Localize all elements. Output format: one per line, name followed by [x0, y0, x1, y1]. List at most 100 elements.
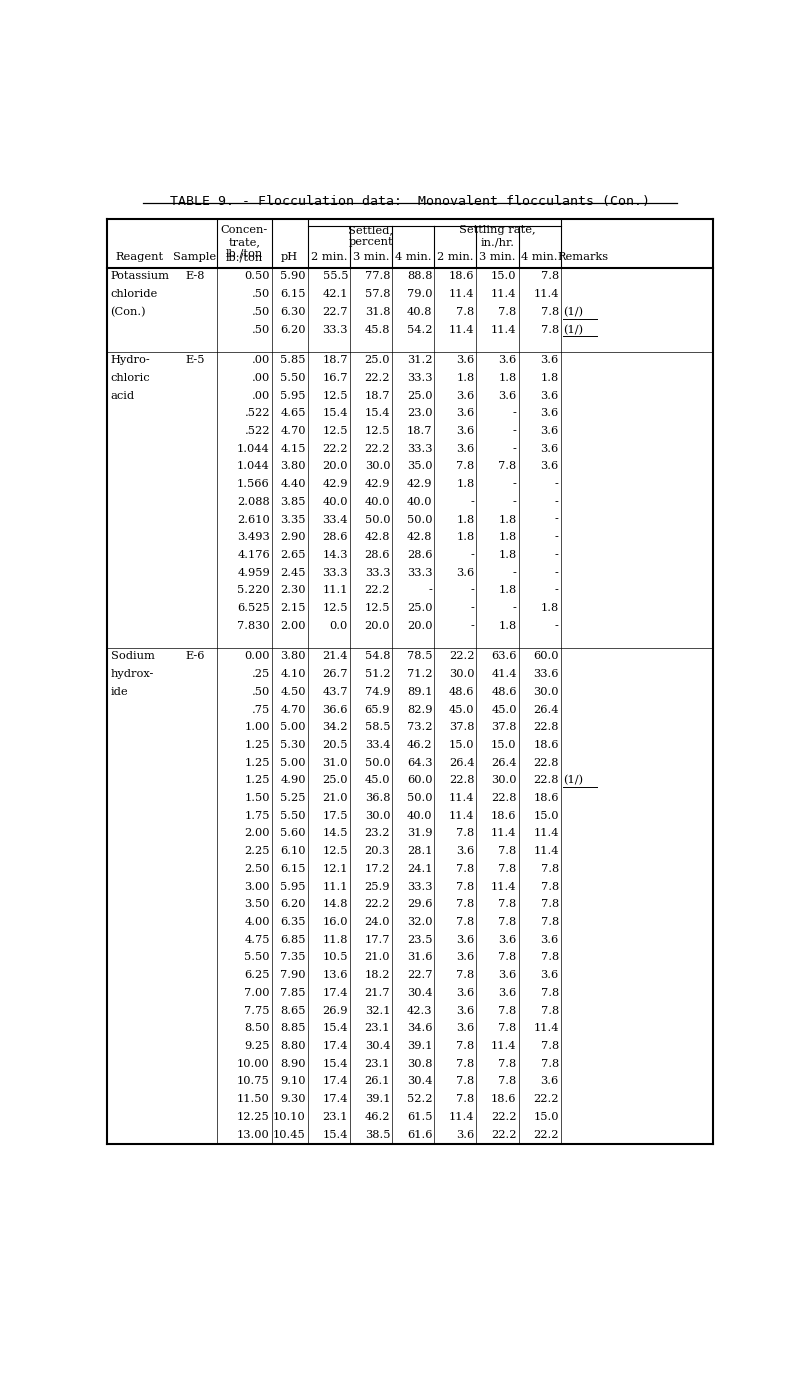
Text: 7.8: 7.8 [541, 307, 559, 316]
Text: -: - [555, 496, 559, 507]
Text: 26.4: 26.4 [491, 757, 517, 768]
Text: 16.7: 16.7 [322, 372, 348, 383]
Text: 11.1: 11.1 [322, 881, 348, 892]
Text: 40.8: 40.8 [407, 307, 432, 316]
Text: 42.9: 42.9 [322, 480, 348, 489]
Text: 34.2: 34.2 [322, 722, 348, 732]
Text: Settled,: Settled, [349, 226, 394, 236]
Text: 2 min.: 2 min. [437, 252, 474, 262]
Text: 1.8: 1.8 [498, 620, 517, 630]
Text: 7.8: 7.8 [498, 307, 517, 316]
Text: 3.6: 3.6 [456, 952, 474, 962]
Text: 22.8: 22.8 [491, 793, 517, 803]
Text: -: - [470, 551, 474, 560]
Text: 22.2: 22.2 [534, 1129, 559, 1139]
Text: -: - [513, 443, 517, 453]
Text: 6.85: 6.85 [280, 935, 306, 945]
Text: 45.8: 45.8 [365, 325, 390, 335]
Text: Settling rate,: Settling rate, [459, 226, 536, 236]
Text: 4.959: 4.959 [237, 567, 270, 577]
Text: 7.8: 7.8 [456, 307, 474, 316]
Text: 11.4: 11.4 [491, 325, 517, 335]
Text: 6.10: 6.10 [280, 846, 306, 856]
Text: 1.8: 1.8 [456, 372, 474, 383]
Text: 8.80: 8.80 [280, 1041, 306, 1051]
Text: .00: .00 [252, 355, 270, 365]
Text: 5.95: 5.95 [280, 390, 306, 400]
Text: 36.6: 36.6 [322, 704, 348, 715]
Text: 3.35: 3.35 [280, 514, 306, 524]
Text: 28.6: 28.6 [407, 551, 432, 560]
Text: (1/): (1/) [563, 775, 583, 786]
Text: 45.0: 45.0 [365, 775, 390, 785]
Text: 4.50: 4.50 [280, 687, 306, 697]
Text: 7.8: 7.8 [456, 864, 474, 874]
Text: 17.5: 17.5 [322, 811, 348, 821]
Text: hydrox-: hydrox- [110, 669, 154, 679]
Text: 7.8: 7.8 [456, 828, 474, 838]
Text: 6.25: 6.25 [244, 970, 270, 980]
Text: 5.220: 5.220 [237, 585, 270, 595]
Text: 1.25: 1.25 [244, 775, 270, 785]
Text: 22.8: 22.8 [534, 775, 559, 785]
Text: 38.5: 38.5 [365, 1129, 390, 1139]
Text: 40.0: 40.0 [407, 811, 432, 821]
Text: 11.4: 11.4 [491, 1041, 517, 1051]
Text: 8.85: 8.85 [280, 1023, 306, 1033]
Text: 17.4: 17.4 [322, 1041, 348, 1051]
Text: 14.3: 14.3 [322, 551, 348, 560]
Text: 7.8: 7.8 [498, 864, 517, 874]
Text: 15.4: 15.4 [322, 408, 348, 418]
Text: 7.8: 7.8 [498, 1058, 517, 1069]
Text: 11.4: 11.4 [449, 793, 474, 803]
Text: 1.8: 1.8 [541, 604, 559, 613]
Text: 12.5: 12.5 [322, 427, 348, 436]
Text: 82.9: 82.9 [407, 704, 432, 715]
Text: 26.4: 26.4 [449, 757, 474, 768]
Text: 31.8: 31.8 [365, 307, 390, 316]
Text: 4 min.: 4 min. [522, 252, 558, 262]
Text: 45.0: 45.0 [491, 704, 517, 715]
Text: 25.9: 25.9 [365, 881, 390, 892]
Text: 1.044: 1.044 [237, 461, 270, 471]
Text: 43.7: 43.7 [322, 687, 348, 697]
Text: Remarks: Remarks [558, 252, 609, 262]
Text: 22.8: 22.8 [449, 775, 474, 785]
Text: 1.00: 1.00 [244, 722, 270, 732]
Text: 4.176: 4.176 [237, 551, 270, 560]
Text: 7.75: 7.75 [244, 1005, 270, 1016]
Text: 45.0: 45.0 [449, 704, 474, 715]
Text: .00: .00 [252, 372, 270, 383]
Text: 37.8: 37.8 [449, 722, 474, 732]
Text: 25.0: 25.0 [322, 775, 348, 785]
Text: 5.00: 5.00 [280, 722, 306, 732]
Text: 7.8: 7.8 [456, 917, 474, 927]
Text: 3.6: 3.6 [456, 988, 474, 998]
Text: 6.15: 6.15 [280, 864, 306, 874]
Text: 17.4: 17.4 [322, 1094, 348, 1104]
Text: 3.6: 3.6 [541, 390, 559, 400]
Text: 6.525: 6.525 [237, 604, 270, 613]
Text: 33.3: 33.3 [365, 567, 390, 577]
Text: -: - [555, 514, 559, 524]
Text: 33.4: 33.4 [365, 740, 390, 750]
Text: 50.0: 50.0 [365, 757, 390, 768]
Text: 14.8: 14.8 [322, 899, 348, 909]
Text: -: - [513, 567, 517, 577]
Text: 2.30: 2.30 [280, 585, 306, 595]
Text: 5.25: 5.25 [280, 793, 306, 803]
Text: 78.5: 78.5 [407, 651, 432, 661]
Text: 31.0: 31.0 [322, 757, 348, 768]
Text: 1.8: 1.8 [541, 372, 559, 383]
Text: 42.8: 42.8 [407, 533, 432, 542]
Text: .522: .522 [244, 408, 270, 418]
Text: 3.6: 3.6 [541, 408, 559, 418]
Text: 3.6: 3.6 [456, 443, 474, 453]
Text: 23.0: 23.0 [407, 408, 432, 418]
Text: -: - [470, 620, 474, 630]
Text: 4.10: 4.10 [280, 669, 306, 679]
Text: (1/): (1/) [563, 307, 583, 316]
Text: -: - [513, 480, 517, 489]
Text: 7.00: 7.00 [244, 988, 270, 998]
Text: lb./ton: lb./ton [226, 252, 263, 262]
